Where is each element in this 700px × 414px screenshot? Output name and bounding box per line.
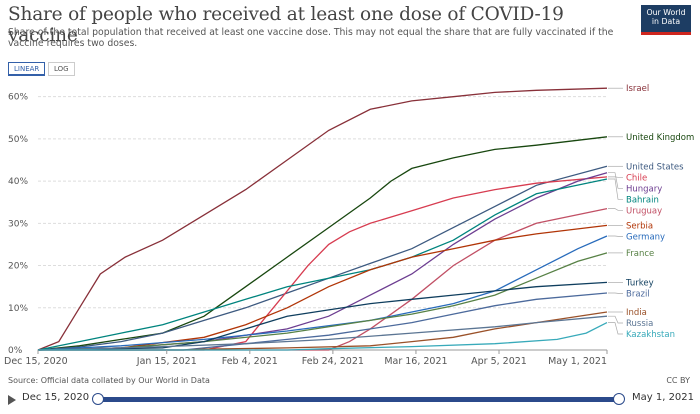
timeline-start-label: Dec 15, 2020 (22, 392, 90, 403)
y-tick-label: 40% (8, 177, 28, 187)
chart-title: Share of people who received at least on… (8, 4, 564, 46)
series-line-israel (37, 87, 608, 351)
y-tick-label: 50% (8, 135, 28, 145)
series-label-serbia: Serbia (626, 221, 653, 231)
series-label-france: France (626, 249, 654, 259)
timeline: Dec 15, 2020 May 1, 2021 (0, 388, 700, 414)
owid-logo[interactable]: Our World in Data (641, 5, 691, 35)
timeline-slider-track[interactable] (98, 397, 620, 402)
logo-line-1: Our World (646, 8, 686, 17)
series-line-germany (37, 235, 608, 351)
series-line-united-kingdom (37, 136, 608, 351)
series-line-russia (37, 315, 608, 351)
label-connector (608, 178, 623, 200)
source-note: Source: Official data collated by Our Wo… (8, 376, 210, 385)
play-icon[interactable] (8, 395, 16, 405)
series-label-kazakhstan: Kazakhstan (626, 330, 675, 340)
series-line-france (37, 252, 608, 351)
x-tick-label: Apr 5, 2021 (471, 356, 527, 367)
linear-scale-button[interactable]: LINEAR (8, 62, 46, 76)
series-label-israel: Israel (626, 84, 649, 94)
series-line-serbia (37, 224, 608, 351)
timeline-end-label: May 1, 2021 (632, 392, 695, 403)
log-scale-button[interactable]: LOG (48, 62, 75, 76)
series-line-bahrain (37, 178, 608, 351)
x-tick-label: Jan 15, 2021 (136, 356, 197, 367)
series-label-russia: Russia (626, 319, 653, 329)
series-label-hungary: Hungary (626, 184, 662, 194)
label-connector (608, 172, 623, 189)
timeline-end-handle[interactable] (613, 393, 625, 405)
series-line-hungary (37, 172, 608, 351)
grid-layer: 0% 10% 20% 30% 40% 50% 60% (8, 93, 607, 356)
label-connector (608, 322, 623, 335)
series-line-kazakhstan (38, 322, 608, 351)
x-tick-label: Feb 4, 2021 (222, 356, 278, 367)
series-label-india: India (626, 308, 647, 318)
x-tick-label: Mar 16, 2021 (384, 356, 447, 367)
y-tick-label: 0% (8, 346, 23, 356)
logo-line-2: in Data (651, 17, 681, 26)
label-connector (608, 315, 623, 324)
label-connector (608, 208, 623, 211)
license-link[interactable]: CC BY (666, 376, 690, 385)
series-label-brazil: Brazil (626, 289, 650, 299)
logo-accent-bar (641, 32, 691, 35)
chart-area: 0% 10% 20% 30% 40% 50% 60% Israel United Kingdo… (4, 84, 694, 367)
x-tick-label: Feb 24, 2021 (302, 356, 364, 367)
series-layer (37, 87, 608, 351)
series-label-layer: Israel United Kingdom United StatesChileHu… (608, 84, 694, 340)
series-label-uruguay: Uruguay (626, 206, 662, 216)
x-tick-label: Dec 15, 2020 (4, 356, 68, 367)
series-label-germany: Germany (626, 232, 665, 242)
series-label-united-states: United States (626, 162, 684, 172)
chart-subtitle: Share of the total population that recei… (8, 27, 614, 49)
y-tick-label: 20% (8, 262, 28, 272)
series-line-united-states (37, 165, 608, 351)
series-label-chile: Chile (626, 173, 647, 183)
timeline-start-handle[interactable] (92, 393, 104, 405)
series-line-brazil (38, 292, 608, 351)
x-axis-ticks: Dec 15, 2020 Jan 15, 2021 Feb 4, 2021 Feb 2… (4, 350, 608, 367)
y-tick-label: 10% (8, 304, 28, 314)
series-label-united-kingdom: United Kingdom (626, 133, 694, 143)
y-tick-label: 30% (8, 219, 28, 229)
y-tick-label: 60% (8, 93, 28, 103)
series-label-bahrain: Bahrain (626, 195, 659, 205)
series-label-turkey: Turkey (625, 278, 654, 288)
x-tick-label: May 1, 2021 (548, 356, 607, 367)
series-line-turkey (37, 281, 608, 351)
